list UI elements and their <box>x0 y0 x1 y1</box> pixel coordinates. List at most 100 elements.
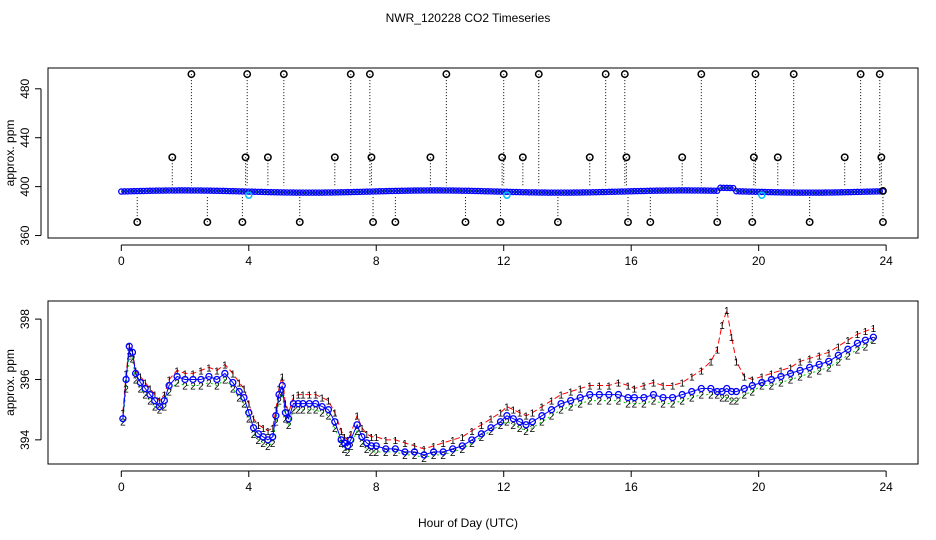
data-point <box>815 360 823 369</box>
data-point-symbol: 2 <box>699 391 705 402</box>
data-point <box>149 187 157 194</box>
data-point-symbol: 1 <box>230 369 236 380</box>
data-point <box>688 187 695 194</box>
data-point-symbol: 1 <box>651 379 657 390</box>
data-point <box>264 188 272 196</box>
data-point <box>181 187 189 194</box>
data-point <box>137 187 144 195</box>
data-point <box>767 375 776 384</box>
data-point <box>353 188 361 196</box>
data-point-symbol: 1 <box>440 439 446 450</box>
data-point-symbol: 2 <box>230 385 236 396</box>
data-point <box>281 409 290 417</box>
outlier-point <box>678 153 687 162</box>
data-point-symbol: 1 <box>251 415 257 426</box>
data-point <box>707 384 715 393</box>
data-point <box>630 393 639 402</box>
data-point-symbol: 1 <box>198 366 204 377</box>
data-point <box>605 390 613 399</box>
data-point <box>271 188 278 196</box>
data-point-symbol: 2 <box>606 397 612 408</box>
data-point-symbol: 2 <box>778 379 784 390</box>
data-point <box>328 189 335 196</box>
data-point-symbol: 1 <box>270 424 276 435</box>
data-point <box>162 187 170 194</box>
data-point-symbol: 2 <box>295 406 301 417</box>
outlier-point <box>624 218 632 227</box>
data-point-symbol: 2 <box>345 448 351 459</box>
data-point <box>165 187 173 194</box>
outlier-point <box>168 153 177 162</box>
data-point-symbol: 2 <box>625 400 631 411</box>
outlier-point <box>461 218 470 227</box>
data-point-symbol: 2 <box>412 451 418 462</box>
data-point <box>727 387 736 396</box>
data-point-symbol: 2 <box>348 442 354 453</box>
data-point-symbol: 2 <box>689 394 695 405</box>
data-point <box>324 406 333 414</box>
data-point-symbol: 2 <box>402 451 408 462</box>
data-point <box>366 188 374 195</box>
data-point <box>841 188 848 196</box>
data-point <box>631 187 638 195</box>
data-point <box>570 189 578 196</box>
data-point <box>825 189 833 196</box>
plot-frame <box>47 300 919 465</box>
data-point <box>449 445 457 453</box>
data-point <box>774 189 782 196</box>
data-point <box>235 387 243 396</box>
data-point <box>494 188 501 195</box>
data-point <box>522 421 530 429</box>
data-point-symbol: 2 <box>373 448 379 459</box>
data-point-symbol: 1 <box>769 369 775 380</box>
data-point <box>497 188 504 195</box>
data-point <box>119 415 127 423</box>
y-tick-label: 440 <box>18 127 32 147</box>
data-point <box>367 442 376 450</box>
data-point <box>557 189 565 196</box>
data-point-symbol: 2 <box>488 427 494 438</box>
outlier-point <box>243 70 252 79</box>
data-point <box>621 188 629 195</box>
data-point-symbol: 2 <box>871 336 877 347</box>
data-point-symbol: 1 <box>606 382 612 393</box>
outlier-point <box>749 153 758 162</box>
data-point-symbol: 2 <box>354 427 360 438</box>
x-tick-label: 4 <box>245 480 252 494</box>
data-point <box>353 421 361 429</box>
data-point-symbol: 1 <box>174 366 180 377</box>
data-point-symbol: 1 <box>863 327 869 338</box>
data-point-symbol: 2 <box>729 397 735 408</box>
outlier-point <box>369 218 378 227</box>
data-point-symbol: 2 <box>750 388 756 399</box>
data-point-symbol: 1 <box>307 391 313 402</box>
data-point <box>156 187 163 194</box>
data-point <box>503 188 511 196</box>
data-point <box>280 189 288 196</box>
data-point <box>513 188 520 196</box>
data-point <box>118 188 125 195</box>
top-panel: 0 4 8 12 16 20 24 360 400 440 480 approx. ppm <box>3 67 919 268</box>
data-point-symbol: 1 <box>152 391 158 402</box>
data-point <box>293 189 300 196</box>
data-point <box>296 189 304 196</box>
outlier-point <box>751 70 760 79</box>
data-point <box>668 393 677 402</box>
data-point <box>522 189 530 196</box>
data-point-symbol: 2 <box>369 448 375 459</box>
data-point-symbol: 1 <box>699 366 705 377</box>
outlier-point <box>426 153 435 162</box>
data-point-symbol: 1 <box>719 321 725 332</box>
outlier-point <box>330 153 339 162</box>
data-point <box>720 184 727 192</box>
data-point <box>427 187 434 194</box>
data-point <box>369 188 377 195</box>
data-point-symbol: 1 <box>291 394 297 405</box>
data-point <box>325 189 332 196</box>
data-point <box>172 187 179 194</box>
data-point <box>519 188 527 196</box>
y-tick-label: 480 <box>18 78 32 98</box>
data-point <box>863 188 871 195</box>
data-point <box>573 189 581 196</box>
data-point-symbol: 1 <box>660 382 666 393</box>
